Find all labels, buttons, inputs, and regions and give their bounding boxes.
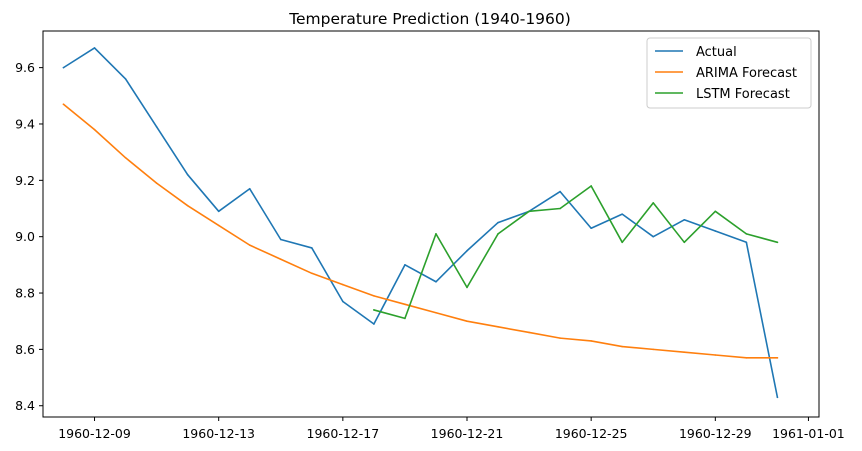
- data-point: [745, 357, 748, 359]
- data-point: [435, 311, 437, 314]
- y-tick-label: 9.2: [15, 173, 35, 188]
- data-point: [466, 249, 468, 252]
- data-point: [559, 207, 561, 210]
- plot-frame: [42, 30, 820, 418]
- data-point: [528, 210, 530, 213]
- data-point: [404, 303, 406, 306]
- data-point: [652, 202, 655, 204]
- legend-label: Actual: [696, 45, 737, 60]
- y-tick-label: 8.4: [15, 398, 35, 413]
- data-point: [559, 190, 561, 193]
- data-point: [497, 326, 499, 328]
- data-point: [155, 126, 158, 128]
- y-tick-label: 9.6: [15, 60, 35, 75]
- data-point: [155, 182, 158, 184]
- data-point: [652, 348, 655, 351]
- data-point: [404, 317, 406, 320]
- data-point: [124, 78, 127, 80]
- data-point: [683, 351, 686, 354]
- series-layer: [62, 47, 779, 399]
- data-point: [217, 224, 220, 227]
- data-point: [93, 128, 96, 131]
- data-point: [621, 213, 624, 215]
- data-point: [404, 264, 406, 266]
- data-point: [342, 283, 344, 286]
- data-point: [621, 241, 624, 244]
- x-tick-label: 1960-12-25: [555, 426, 628, 441]
- x-tick-label: 1961-01-01: [772, 426, 845, 441]
- y-tick-label: 9.0: [15, 229, 35, 244]
- x-tick-label: 1960-12-09: [58, 426, 131, 441]
- data-point: [528, 331, 530, 334]
- series-line-lstm-forecast: [373, 185, 779, 320]
- data-point: [217, 210, 220, 213]
- data-point: [311, 272, 313, 275]
- data-point: [714, 354, 717, 356]
- y-tick-label: 8.8: [15, 286, 35, 301]
- legend-label: ARIMA Forecast: [696, 66, 797, 81]
- data-point: [497, 233, 499, 235]
- data-point: [776, 241, 779, 244]
- series-line-arima-forecast: [62, 103, 779, 359]
- series-line-actual: [62, 47, 779, 399]
- data-point: [342, 300, 344, 303]
- data-point: [559, 337, 561, 339]
- data-point: [652, 235, 655, 238]
- data-point: [248, 244, 251, 246]
- data-point: [311, 247, 313, 249]
- legend: Actual ARIMA Forecast LSTM Forecast: [646, 37, 812, 109]
- data-point: [776, 357, 779, 359]
- axis-ticks: 1960-12-09 1960-12-13 1960-12-17 1960-12-21…: [15, 60, 845, 441]
- data-point: [435, 280, 437, 283]
- data-point: [745, 233, 748, 235]
- data-point: [373, 323, 375, 325]
- data-point: [373, 295, 375, 297]
- data-point: [714, 210, 717, 213]
- data-point: [248, 187, 251, 190]
- data-point: [466, 320, 468, 323]
- data-point: [435, 233, 437, 235]
- data-point: [186, 173, 189, 176]
- data-point: [62, 66, 65, 69]
- data-point: [621, 345, 624, 348]
- y-tick-label: 8.6: [15, 342, 35, 357]
- x-tick-label: 1960-12-29: [679, 426, 752, 441]
- legend-box: [646, 37, 812, 109]
- data-point: [745, 241, 748, 244]
- data-point: [124, 156, 127, 159]
- data-point: [373, 309, 375, 311]
- data-point: [590, 227, 592, 230]
- data-point: [590, 185, 592, 187]
- x-tick-label: 1960-12-21: [431, 426, 504, 441]
- data-point: [466, 286, 468, 289]
- data-point: [590, 340, 592, 342]
- data-point: [776, 396, 779, 399]
- data-point: [683, 241, 686, 244]
- data-point: [186, 204, 189, 207]
- data-point: [279, 238, 282, 241]
- chart-title: Temperature Prediction (1940-1960): [288, 10, 571, 28]
- data-point: [714, 230, 717, 232]
- data-point: [279, 258, 282, 261]
- x-tick-label: 1960-12-17: [307, 426, 380, 441]
- data-point: [683, 218, 686, 221]
- data-point: [62, 103, 65, 106]
- y-tick-label: 9.4: [15, 116, 35, 131]
- x-tick-label: 1960-12-13: [182, 426, 255, 441]
- data-point: [93, 47, 96, 49]
- data-point: [497, 221, 499, 224]
- legend-label: LSTM Forecast: [696, 87, 790, 102]
